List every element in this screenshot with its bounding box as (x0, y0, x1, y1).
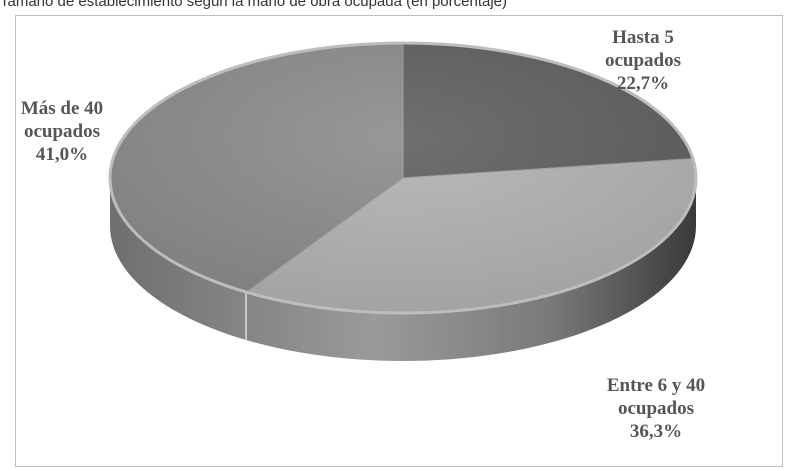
chart-caption: Tamaño de establecimiento según la mano … (0, 0, 507, 9)
pie-sides (110, 178, 696, 361)
data-label-2: Entre 6 y 40 ocupados 36,3% (607, 375, 705, 442)
pie-labels: Hasta 5 ocupados 22,7% Entre 6 y 40 ocupados… (21, 27, 705, 442)
data-label-1: Hasta 5 ocupados 22,7% (605, 27, 681, 94)
pie-rim (108, 41, 698, 315)
pie-slices (108, 41, 698, 315)
data-label-3: Más de 40 ocupados 41,0% (21, 98, 103, 165)
pie-side-wall (110, 178, 696, 361)
